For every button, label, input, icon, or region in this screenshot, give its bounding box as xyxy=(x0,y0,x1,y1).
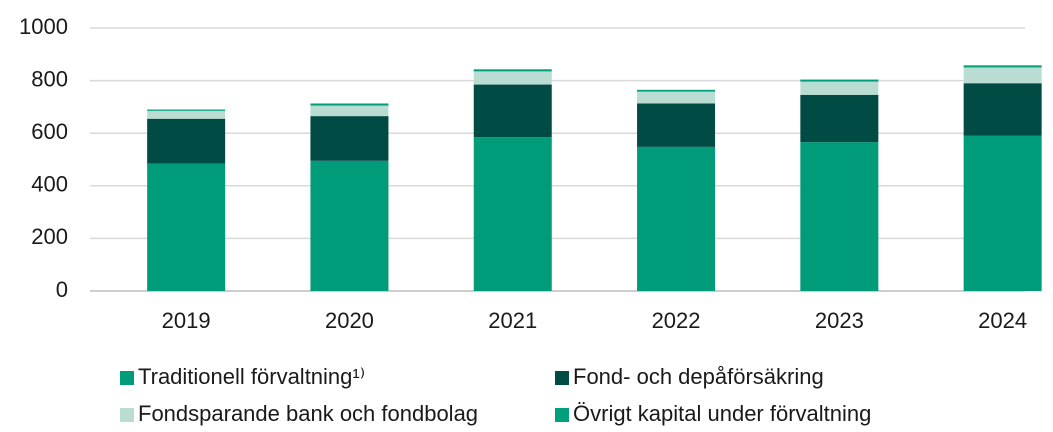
bar-segment xyxy=(310,160,389,291)
bar-segment xyxy=(473,137,552,291)
y-tick-label: 0 xyxy=(56,277,68,302)
legend-swatch xyxy=(120,371,134,385)
y-tick-label: 800 xyxy=(31,66,68,91)
bar-segment xyxy=(963,83,1042,136)
x-tick-label: 2023 xyxy=(815,308,864,333)
legend-swatch xyxy=(120,408,134,422)
bar-segment xyxy=(800,94,879,143)
bar-segment xyxy=(147,118,226,164)
x-tick-label: 2019 xyxy=(162,308,211,333)
y-tick-label: 600 xyxy=(31,119,68,144)
bar-segment xyxy=(310,103,389,106)
x-tick-label: 2022 xyxy=(652,308,701,333)
y-tick-label: 400 xyxy=(31,172,68,197)
legend-swatch xyxy=(555,408,569,422)
x-tick-label: 2024 xyxy=(978,308,1027,333)
bar-segment xyxy=(473,84,552,138)
bar-segment xyxy=(963,135,1042,291)
bar-segment xyxy=(147,163,226,291)
bar-segment xyxy=(963,65,1042,68)
legend-label: Fond- och depåförsäkring xyxy=(573,364,824,389)
bar-segment xyxy=(800,142,879,291)
bar-segment xyxy=(637,103,716,147)
bar-segment xyxy=(473,71,552,85)
bar-segment xyxy=(637,146,716,291)
bar-segment xyxy=(147,109,226,111)
bar-segment xyxy=(147,110,226,119)
y-tick-label: 1000 xyxy=(19,14,68,39)
bar-segment xyxy=(637,91,716,104)
x-tick-label: 2021 xyxy=(488,308,537,333)
legend-label: Fondsparande bank och fondbolag xyxy=(138,401,478,426)
bar-segment xyxy=(310,116,389,161)
bar-segment xyxy=(637,89,716,92)
legend-label: Traditionell förvaltning¹⁾ xyxy=(138,364,365,389)
bar-segment xyxy=(473,69,552,72)
legend-swatch xyxy=(555,371,569,385)
bar-segment xyxy=(963,67,1042,84)
bar-segment xyxy=(800,81,879,95)
bar-segment xyxy=(800,79,879,82)
y-tick-label: 200 xyxy=(31,224,68,249)
bar-segment xyxy=(310,105,389,117)
x-tick-label: 2020 xyxy=(325,308,374,333)
legend-label: Övrigt kapital under förvaltning xyxy=(573,401,871,426)
